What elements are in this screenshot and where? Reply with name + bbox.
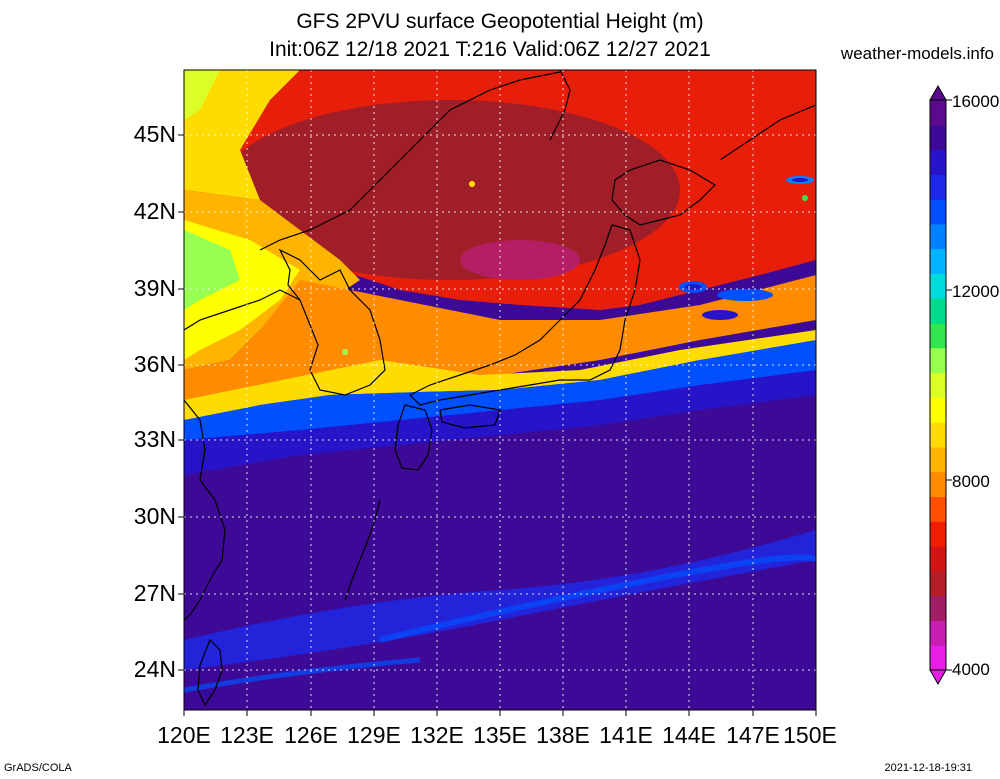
lat-label-24n: 24N [133, 656, 176, 682]
lon-label-135e: 135E [473, 722, 527, 748]
lat-label-33n: 33N [133, 426, 176, 452]
colorbar [929, 84, 947, 686]
lon-label-144e: 144E [662, 722, 716, 748]
colorbar-label-8000: 8000 [952, 472, 990, 491]
colorbar-segment [930, 397, 946, 423]
colorbar-segment [930, 422, 946, 448]
colorbar-segment [930, 298, 946, 324]
lon-label-132e: 132E [410, 722, 464, 748]
lat-label-39n: 39N [133, 275, 176, 301]
lat-label-45n: 45N [133, 121, 176, 147]
colorbar-segment [930, 248, 946, 274]
colorbar-segment [930, 199, 946, 225]
map-subtitle: Init:06Z 12/18 2021 T:216 Valid:06Z 12/2… [269, 38, 711, 61]
colorbar-segment [930, 570, 946, 597]
colorbar-label-12000: 12000 [952, 282, 1000, 301]
colorbar-segment [930, 124, 946, 151]
colorbar-segment [930, 273, 946, 299]
colorbar-label-4000: 4000 [952, 660, 990, 679]
lon-label-120e: 120E [157, 722, 211, 748]
lon-label-129e: 129E [347, 722, 401, 748]
colorbar-frame [929, 99, 947, 671]
colorbar-segment [930, 323, 946, 349]
colorbar-segment [930, 223, 946, 250]
lon-label-126e: 126E [284, 722, 338, 748]
map-title: GFS 2PVU surface Geopotential Height (m) [296, 10, 704, 33]
colorbar-segment [930, 471, 946, 498]
lon-label-138e: 138E [536, 722, 590, 748]
colorbar-max-arrow [929, 84, 947, 101]
axis-ticks [178, 134, 817, 716]
lon-label-141e: 141E [599, 722, 653, 748]
colorbar-segment [930, 620, 946, 646]
colorbar-segment [930, 645, 946, 671]
lon-label-123e: 123E [220, 722, 274, 748]
colorbar-label-16000: 16000 [952, 92, 1000, 111]
height-field [184, 70, 816, 710]
colorbar-segment [930, 174, 946, 200]
grid-lines [184, 70, 816, 710]
colorbar-segment [930, 100, 946, 126]
lat-label-36n: 36N [133, 351, 176, 377]
colorbar-segment [930, 372, 946, 398]
lat-label-30n: 30N [133, 503, 176, 529]
colorbar-segment [930, 496, 946, 522]
footer-credit: GrADS/COLA [4, 762, 72, 774]
lat-label-42n: 42N [133, 198, 176, 224]
lon-label-150e: 150E [783, 722, 837, 748]
colorbar-segment [930, 347, 946, 374]
lat-label-27n: 27N [133, 580, 176, 606]
colorbar-min-arrow [929, 669, 947, 686]
colorbar-segment [930, 446, 946, 473]
colorbar-segment [930, 546, 946, 572]
site-label: weather-models.info [840, 44, 994, 63]
colorbar-ticks [946, 99, 952, 671]
colorbar-segment [930, 595, 946, 621]
lon-label-147e: 147E [726, 722, 780, 748]
footer-timestamp: 2021-12-18-19:31 [884, 762, 972, 774]
colorbar-segment [930, 149, 946, 175]
colorbar-segment [930, 521, 946, 547]
